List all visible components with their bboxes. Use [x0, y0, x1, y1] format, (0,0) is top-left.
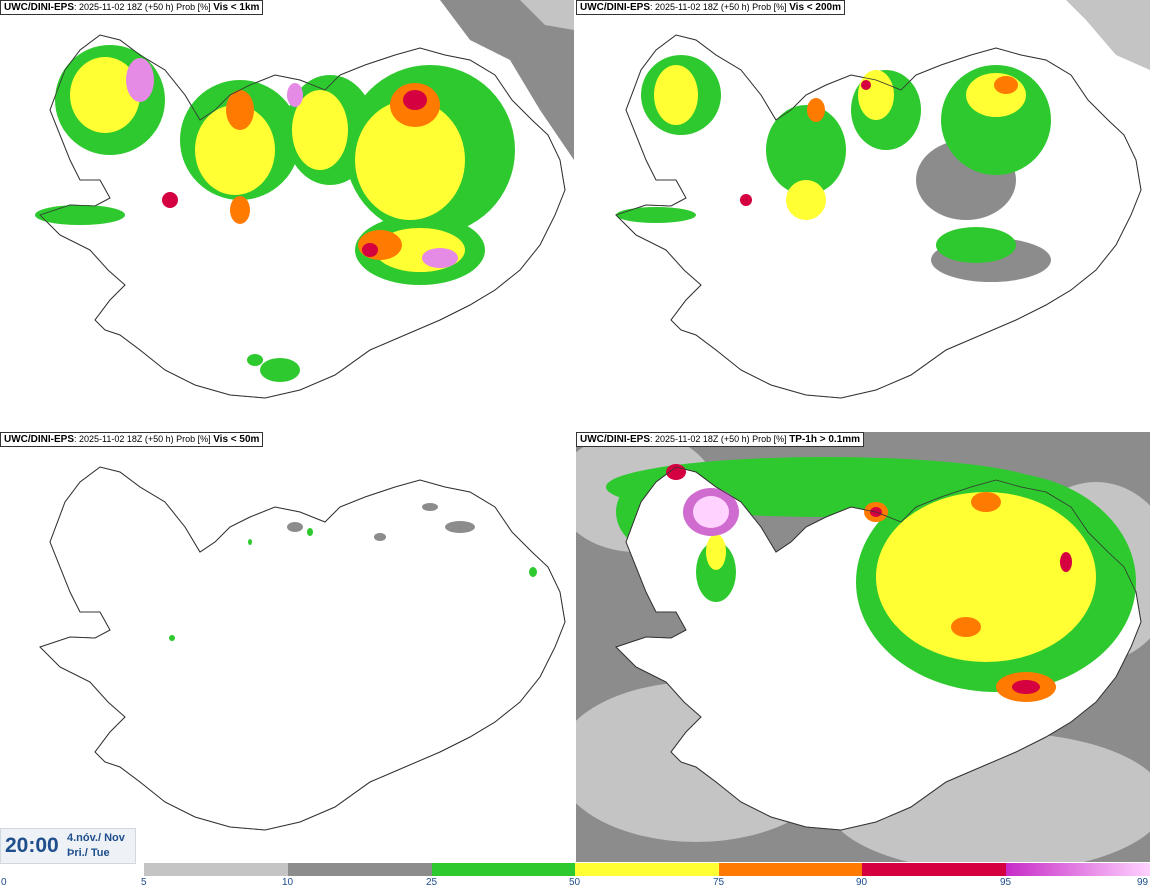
map-panel-tp-1h: UWC/DINI-EPS: 2025-11-02 18Z (+50 h) Pro… — [576, 432, 1150, 862]
legend-bar-75-90 — [719, 863, 862, 876]
legend-bar-5-10 — [144, 863, 288, 876]
prob-area-yellow — [654, 65, 1026, 220]
valid-date: 4.nóv./ Nov — [67, 832, 125, 844]
legend-bar-90-95 — [862, 863, 1006, 876]
panel-title: UWC/DINI-EPS: 2025-11-02 18Z (+50 h) Pro… — [0, 432, 264, 447]
legend-bar-10-25 — [288, 863, 432, 876]
map-vis-200m — [615, 0, 1150, 399]
legend-tick-5: 5 — [141, 877, 147, 888]
map-panel-vis-200m: UWC/DINI-EPS: 2025-11-02 18Z (+50 h) Pro… — [576, 0, 1150, 430]
legend-tick-90: 90 — [856, 877, 868, 888]
legend-tick-75: 75 — [713, 877, 725, 888]
legend-tick-10: 10 — [282, 877, 294, 888]
prob-area-magenta — [126, 58, 458, 268]
legend-tick-95: 95 — [1000, 877, 1012, 888]
panel-title: UWC/DINI-EPS: 2025-11-02 18Z (+50 h) Pro… — [0, 0, 264, 15]
valid-time: 20:00 — [5, 834, 59, 857]
legend-tick-25: 25 — [426, 877, 438, 888]
prob-area-red — [162, 90, 427, 257]
legend-tick-0: 0 — [1, 877, 7, 888]
panel-title: UWC/DINI-EPS: 2025-11-02 18Z (+50 h) Pro… — [576, 0, 845, 15]
legend-tick-99: 99 — [1137, 877, 1149, 888]
prob-area-red — [740, 80, 871, 206]
map-panel-vis-50m: UWC/DINI-EPS: 2025-11-02 18Z (+50 h) Pro… — [0, 432, 574, 862]
probability-legend: 0 5 10 25 50 75 90 95 99 — [0, 862, 1150, 891]
map-vis-1km — [35, 0, 574, 399]
legend-tick-50: 50 — [569, 877, 581, 888]
prob-area-grey — [287, 503, 475, 541]
map-tp-1h — [576, 432, 1150, 862]
legend-bar-50-75 — [575, 863, 719, 876]
map-panel-vis-1km: UWC/DINI-EPS: 2025-11-02 18Z (+50 h) Pro… — [0, 0, 574, 430]
prob-area-orange — [807, 76, 1018, 122]
prob-area-yellow — [706, 492, 1096, 662]
legend-bar-25-50 — [432, 863, 575, 876]
prob-area-magenta — [683, 488, 739, 536]
map-vis-50m — [39, 466, 566, 831]
prob-area-yellow — [70, 57, 465, 272]
valid-weekday: Þri./ Tue — [67, 847, 110, 859]
panel-title: UWC/DINI-EPS: 2025-11-02 18Z (+50 h) Pro… — [576, 432, 865, 447]
legend-bar-95-99 — [1006, 863, 1150, 876]
valid-time-box: 20:00 4.nóv./ Nov Þri./ Tue — [0, 828, 136, 864]
prob-area-green — [169, 528, 537, 641]
